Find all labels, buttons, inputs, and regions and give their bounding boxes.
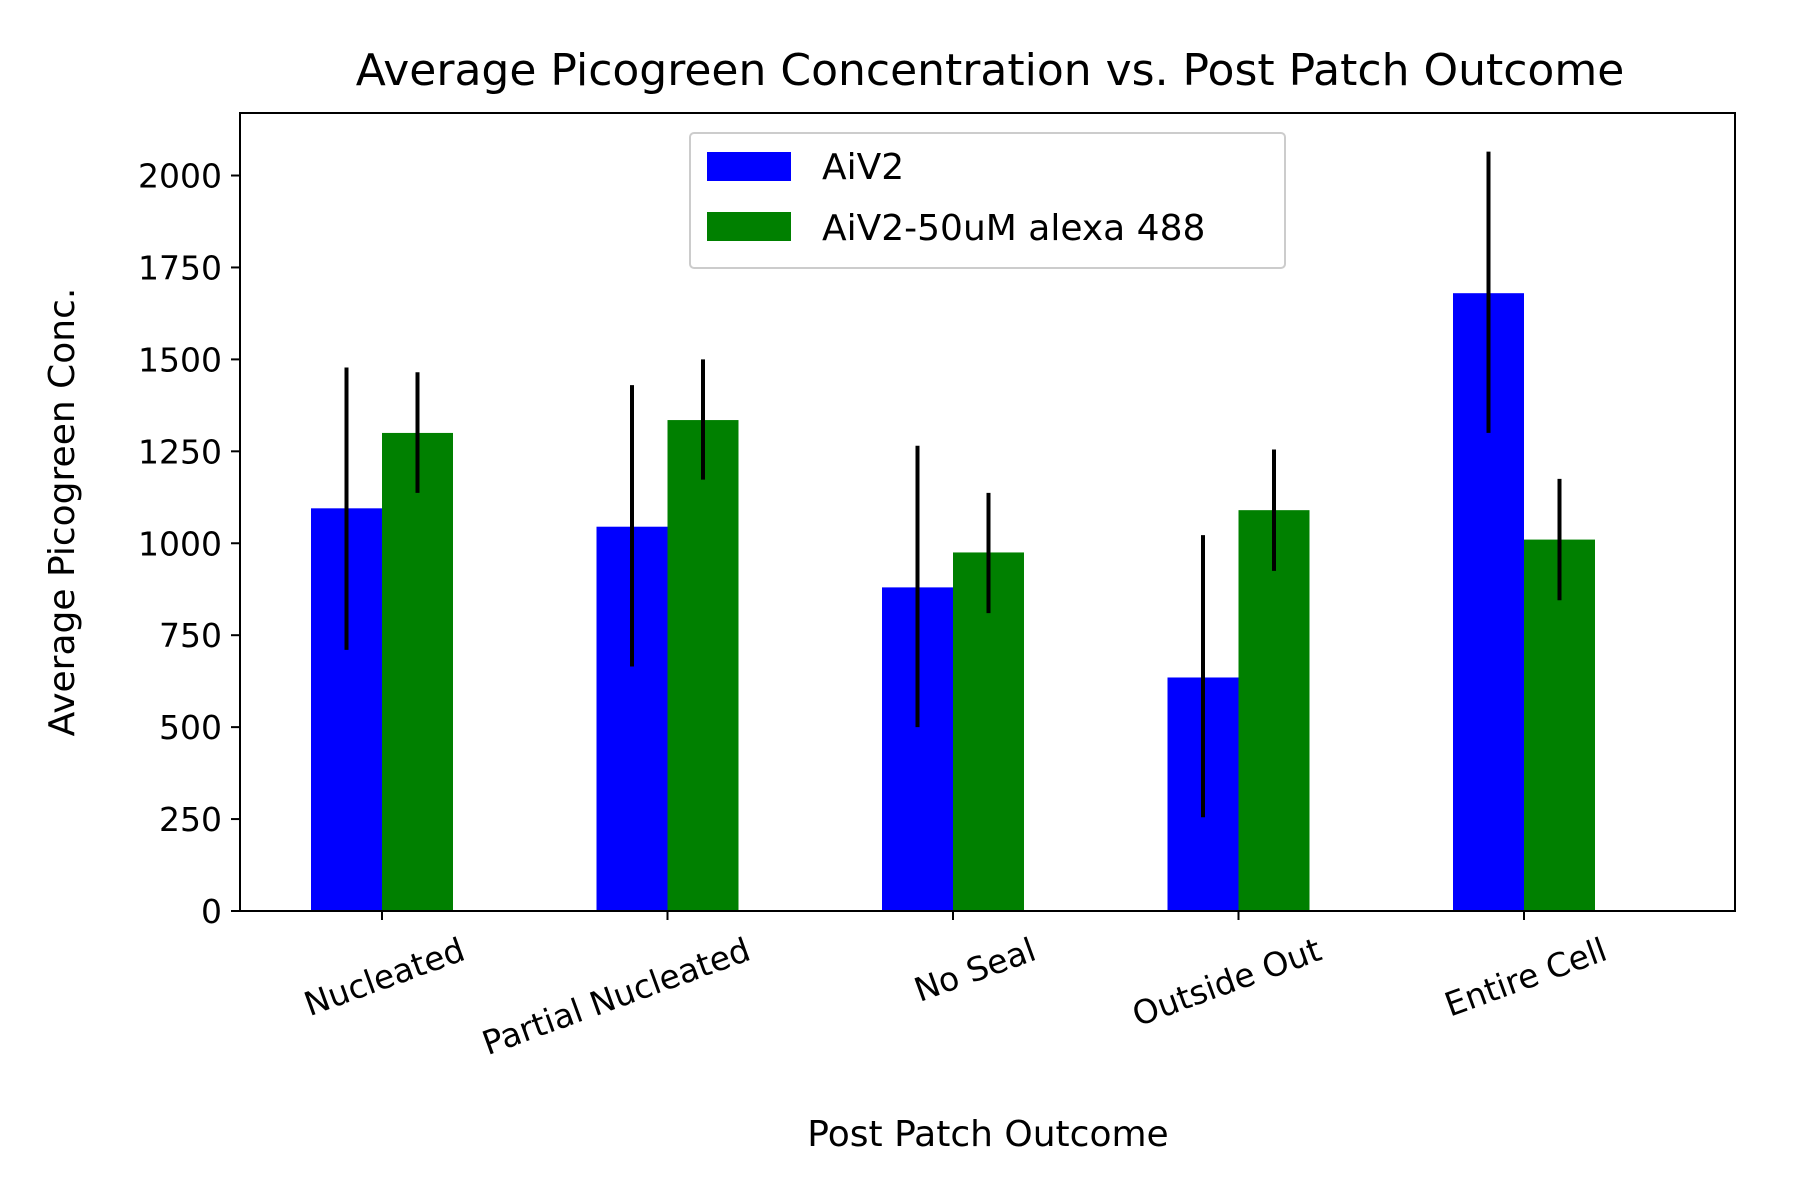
bars-layer — [311, 293, 1595, 911]
legend-swatch-alexa — [707, 212, 791, 241]
bar-aiv2-50um-alexa-488-outside-out — [1238, 510, 1310, 911]
legend-label-aiv2: AiV2 — [822, 147, 904, 188]
error-bars-layer — [344, 151, 1562, 818]
y-tick-label: 0 — [201, 892, 222, 931]
y-tick-label: 750 — [159, 616, 222, 655]
chart-title: Average Picogreen Concentration vs. Post… — [356, 45, 1625, 96]
y-tick-label: 1250 — [138, 432, 222, 471]
x-tick-label: Nucleated — [299, 930, 470, 1024]
y-tick-label: 1750 — [138, 248, 222, 287]
y-tick-label: 2000 — [138, 157, 222, 196]
x-tick-label: Partial Nucleated — [477, 930, 755, 1063]
legend-label-alexa: AiV2-50uM alexa 488 — [822, 208, 1205, 249]
y-tick-label: 1000 — [138, 524, 222, 563]
x-axis: Nucleated Partial Nucleated No Seal Outside… — [299, 911, 1612, 1063]
bar-aiv2-50um-alexa-488-nucleated — [382, 432, 453, 911]
x-tick-label: No Seal — [909, 930, 1041, 1010]
y-tick-label: 250 — [159, 800, 222, 839]
bar-aiv2-50um-alexa-488-entire-cell — [1524, 539, 1595, 911]
legend-box — [689, 132, 1286, 269]
y-axis: 0 250 500 750 1000 1250 1500 1750 2000 — [138, 157, 240, 931]
legend-swatch-aiv2 — [707, 152, 791, 181]
y-tick-label: 500 — [159, 708, 222, 747]
x-axis-title: Post Patch Outcome — [807, 1114, 1168, 1155]
x-tick-label: Entire Cell — [1439, 930, 1611, 1025]
y-axis-title: Average Picogreen Conc. — [42, 288, 83, 737]
x-tick-label: Outside Out — [1127, 930, 1326, 1034]
legend: AiV2 AiV2-50uM alexa 488 — [689, 132, 1286, 269]
bar-aiv2-50um-alexa-488-partial-nucleated — [667, 420, 739, 911]
plot-frame — [239, 112, 1736, 912]
y-tick-label: 1500 — [138, 340, 222, 379]
